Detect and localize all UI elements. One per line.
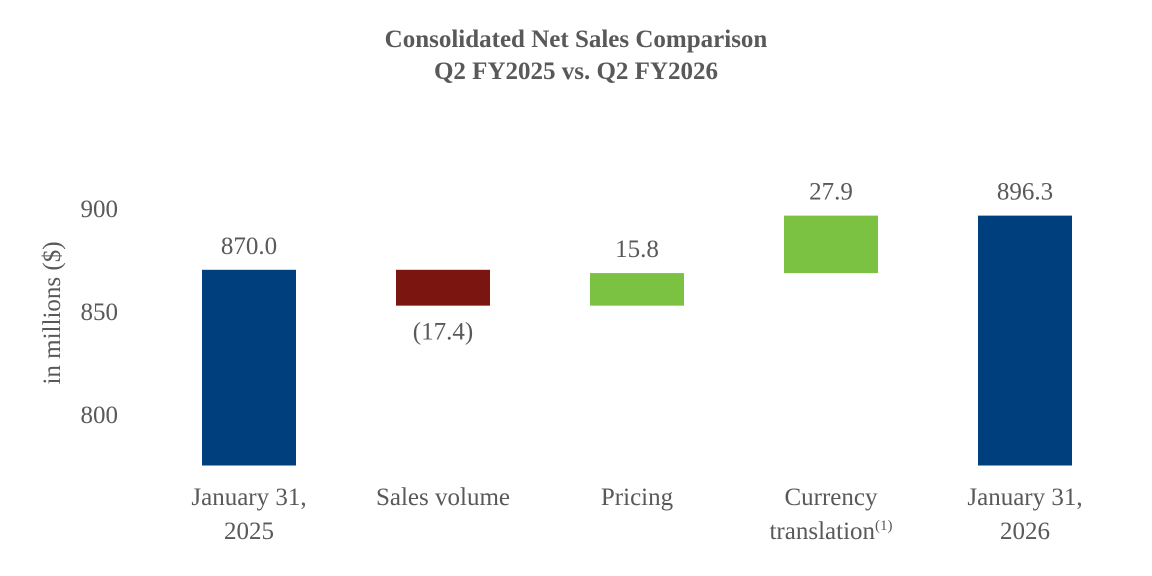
y-axis-label: in millions ($)	[39, 241, 66, 384]
category-labels: January 31, 2025 Sales volume Pricing Curren…	[191, 484, 1082, 545]
y-tick-label: 900	[81, 196, 119, 223]
data-label: 27.9	[809, 179, 853, 206]
data-label: 15.8	[615, 236, 659, 263]
chart-subtitle: Q2 FY2025 vs. Q2 FY2026	[433, 58, 719, 85]
data-labels: 870.0 (17.4) 15.8 27.9 896.3	[221, 179, 1053, 346]
chart-title: Consolidated Net Sales Comparison	[384, 26, 768, 53]
y-tick-label: 800	[81, 402, 119, 429]
data-label: 896.3	[997, 179, 1053, 206]
category-label: January 31, 2025	[191, 484, 306, 545]
bar-delta	[396, 269, 490, 306]
bar-total	[202, 269, 296, 466]
bar-delta	[590, 273, 684, 306]
category-label: Sales volume	[376, 484, 510, 511]
bar-total	[978, 215, 1072, 466]
bars	[202, 215, 1072, 466]
bar-delta	[784, 215, 878, 274]
data-label: 870.0	[221, 233, 277, 260]
category-label: Currency translation(1)	[769, 484, 892, 545]
y-tick-label: 850	[81, 299, 119, 326]
data-label: (17.4)	[413, 319, 473, 346]
category-label: January 31, 2026	[967, 484, 1082, 545]
category-label: Pricing	[601, 484, 674, 511]
y-axis: 800 850 900	[81, 196, 119, 429]
